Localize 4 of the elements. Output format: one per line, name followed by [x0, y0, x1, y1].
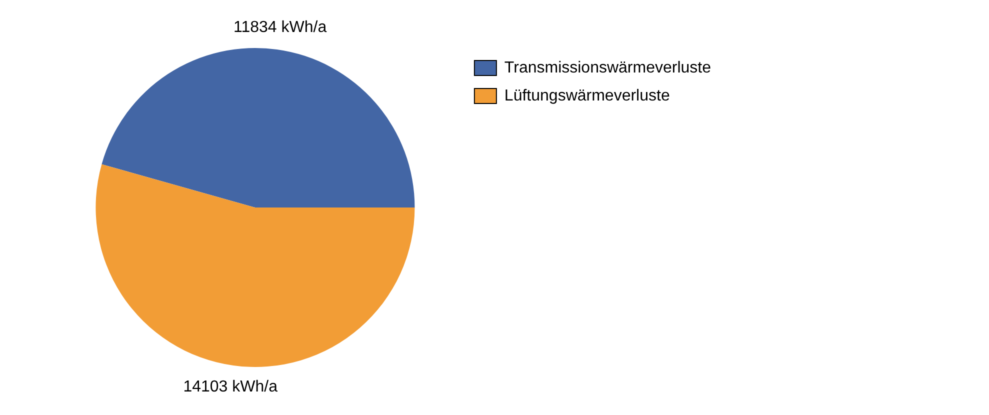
data-label: 14103 kWh/a	[183, 378, 278, 396]
legend-label: Lüftungswärmeverluste	[504, 87, 670, 104]
legend-label: Transmissionswärmeverluste	[504, 59, 712, 76]
data-label: 11834 kWh/a	[234, 19, 327, 36]
